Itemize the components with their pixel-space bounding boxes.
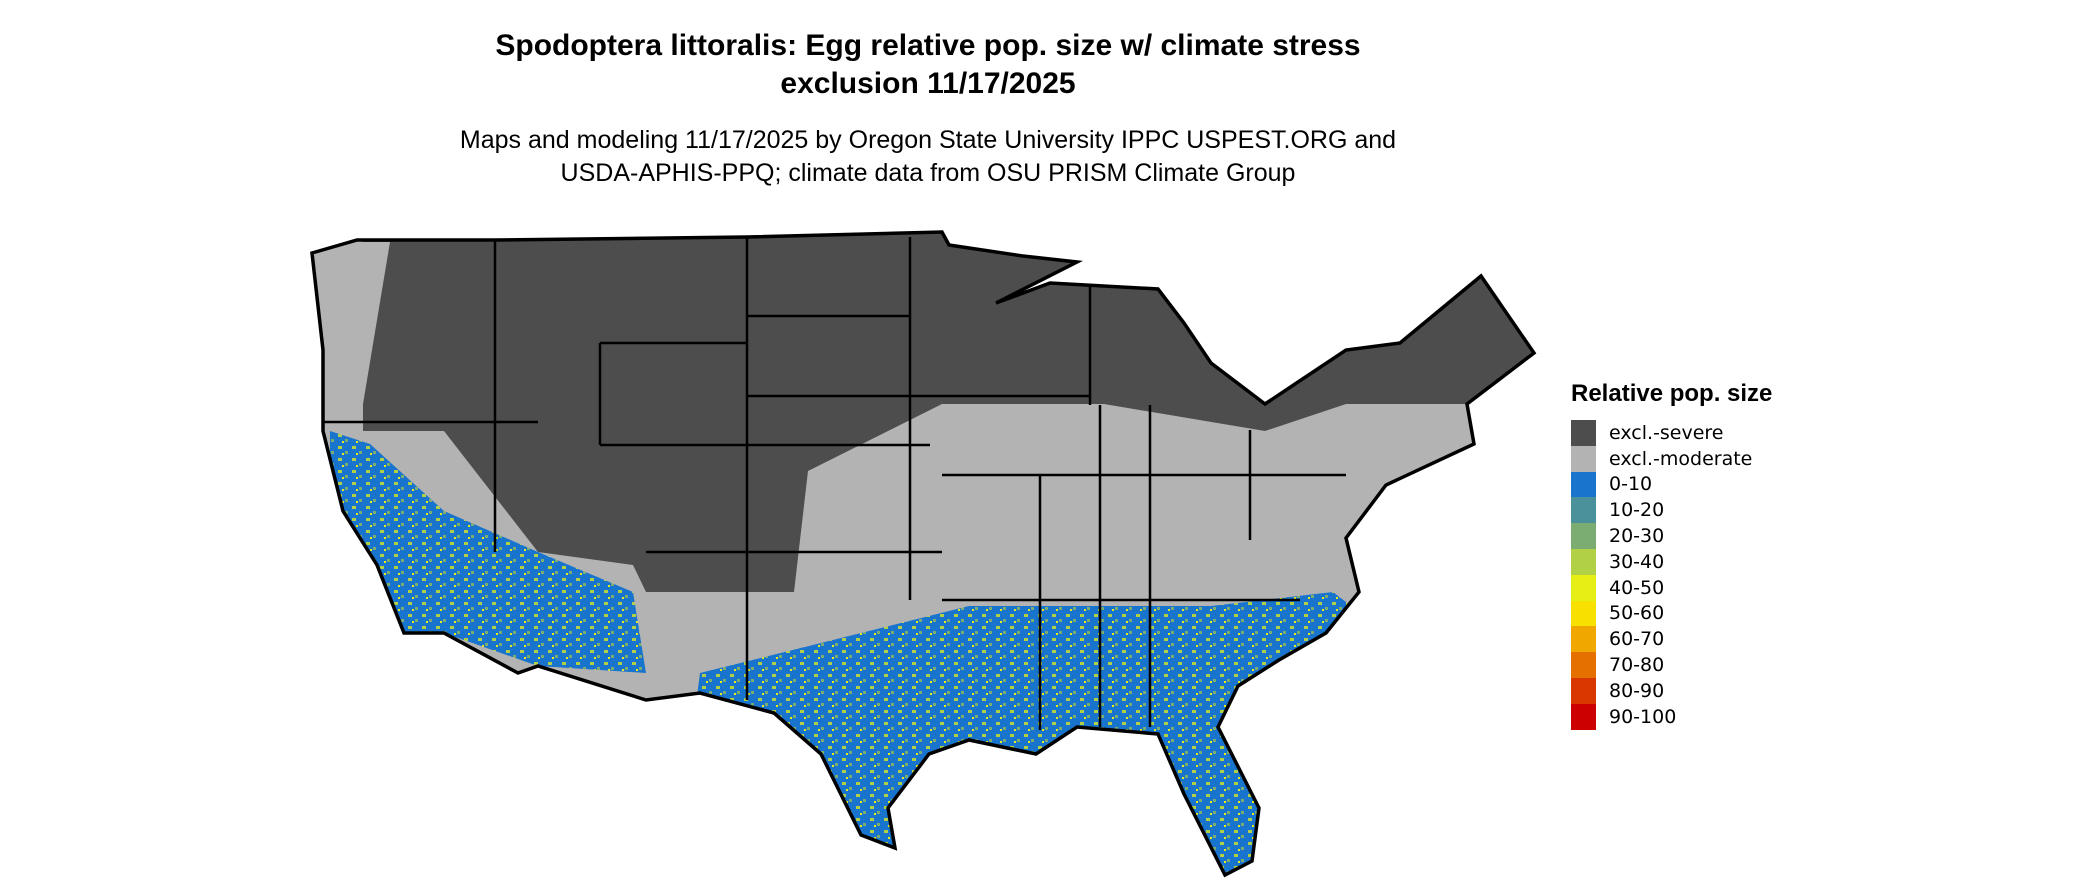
legend-swatch [1571,548,1596,575]
legend-label: excl.-severe [1609,421,1724,444]
legend-label: 0-10 [1609,473,1653,496]
legend-item: 0-10 [1571,471,1772,498]
legend-label: 60-70 [1609,628,1665,651]
legend-swatch [1571,703,1596,730]
legend-item: 20-30 [1571,523,1772,549]
legend-swatch [1571,652,1596,678]
map-title-line2: exclusion 11/17/2025 [780,67,1076,100]
legend-label: 80-90 [1609,679,1665,702]
legend-title: Relative pop. size [1571,380,1773,407]
legend-label: 50-60 [1609,602,1665,625]
subtitle-line2: USDA-APHIS-PPQ; climate data from OSU PR… [560,159,1296,187]
legend-label: excl.-moderate [1609,447,1753,470]
legend-item: 40-50 [1571,574,1772,601]
legend-label: 30-40 [1609,550,1665,573]
legend-swatch [1571,626,1596,653]
legend: Relative pop. size excl.-severe excl.-mod… [1571,380,1772,730]
legend-swatch [1571,445,1596,472]
legend-item: excl.-severe [1571,420,1772,446]
legend-label: 70-80 [1609,654,1665,677]
legend-item: excl.-moderate [1571,445,1772,472]
legend-label: 10-20 [1609,499,1665,522]
legend-swatch [1571,497,1596,524]
legend-swatch [1571,420,1596,446]
legend-item: 90-100 [1571,703,1772,730]
legend-item: 80-90 [1571,677,1772,704]
legend-swatch [1571,574,1596,601]
legend-label: 40-50 [1609,576,1665,599]
legend-label: 20-30 [1609,525,1665,548]
subtitle-line1: Maps and modeling 11/17/2025 by Oregon S… [459,126,1397,154]
legend-label: 90-100 [1609,705,1677,728]
state-borders [323,237,1346,730]
legend-swatch [1571,600,1596,627]
legend-item: 60-70 [1571,626,1772,653]
legend-swatch [1571,523,1596,549]
legend-item: 70-80 [1571,652,1772,678]
region-pacific-nw-moderate [312,242,390,404]
legend-item: 10-20 [1571,497,1772,524]
legend-item: 50-60 [1571,600,1772,627]
legend-swatch [1571,471,1596,498]
legend-item: 30-40 [1571,548,1772,575]
map-title-line1: Spodoptera littoralis: Egg relative pop.… [495,29,1361,62]
legend-swatch [1571,677,1596,704]
region-southwest-suitable [330,431,646,673]
